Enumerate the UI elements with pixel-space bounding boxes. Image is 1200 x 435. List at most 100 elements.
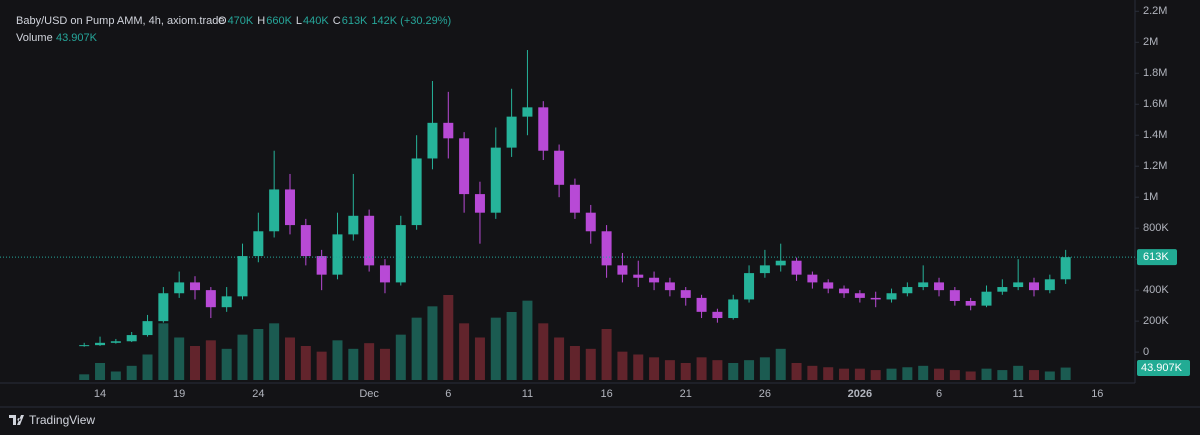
candle-body	[110, 341, 121, 343]
candle-body	[284, 189, 295, 226]
volume-bar	[918, 365, 929, 380]
legend-key: O	[218, 15, 227, 27]
volume-bar	[965, 371, 976, 380]
volume-value: 43.907K	[56, 32, 98, 44]
y-tick-label: 200K	[1143, 315, 1169, 327]
candle-body	[174, 282, 185, 294]
volume-bar	[79, 374, 90, 380]
candle-body	[759, 265, 770, 274]
candle-body	[506, 116, 517, 148]
legend-value: 660K	[266, 15, 292, 27]
candle-body	[522, 107, 533, 117]
candle-body	[158, 293, 169, 322]
legend: Baby/USD on Pump AMM, 4h, axiom.trade Vo…	[16, 15, 451, 44]
candle-body	[221, 296, 232, 308]
volume-bar	[601, 329, 612, 380]
x-tick-label: 24	[252, 388, 264, 400]
volume-bar	[839, 368, 850, 380]
candle-body	[427, 122, 438, 159]
candle-body	[807, 274, 818, 283]
volume-bar	[759, 357, 770, 380]
legend-key: H	[257, 15, 265, 27]
candle-body	[601, 231, 612, 266]
candle-body	[190, 282, 201, 291]
volume-bar	[1060, 367, 1071, 380]
volume-bar	[379, 348, 390, 380]
last-price-label: 613K	[1143, 251, 1169, 263]
volume-title: Volume	[16, 32, 53, 44]
y-tick-label: 1.6M	[1143, 98, 1167, 110]
volume-bar	[585, 348, 596, 380]
volume-bar	[95, 363, 106, 380]
volume-bar	[791, 363, 802, 380]
x-tick-label: Dec	[359, 388, 379, 400]
candle-body	[237, 256, 248, 297]
volume-bar	[696, 357, 707, 380]
x-tick-label: 16	[600, 388, 612, 400]
candle-body	[95, 342, 106, 346]
volume-bar	[807, 365, 818, 380]
plot-area	[0, 50, 1135, 380]
candle-body	[633, 274, 644, 278]
candle-body	[1044, 279, 1055, 291]
volume-bar	[300, 346, 311, 380]
candle-body	[490, 147, 501, 213]
candle-body	[379, 265, 390, 283]
candle-body	[902, 287, 913, 294]
y-tick-label: 1.2M	[1143, 160, 1167, 172]
volume-bar	[854, 368, 865, 380]
x-tick-label: 14	[94, 388, 106, 400]
candle-body	[300, 225, 311, 257]
y-tick-label: 800K	[1143, 222, 1169, 234]
volume-bar	[221, 348, 232, 380]
volume-bar	[538, 323, 549, 380]
volume-bar	[174, 337, 185, 380]
y-tick-label: 1.4M	[1143, 129, 1167, 141]
volume-bar	[364, 343, 375, 380]
candle-body	[364, 215, 375, 266]
volume-bar	[981, 368, 992, 380]
x-tick-label: 26	[759, 388, 771, 400]
volume-bar	[110, 371, 121, 380]
volume-bar	[190, 346, 201, 380]
volume-bar	[316, 351, 327, 380]
candle-body	[554, 150, 565, 185]
brand: TradingView	[9, 413, 95, 427]
candle-body	[395, 225, 406, 283]
volume-bar	[744, 360, 755, 380]
volume-bar	[554, 337, 565, 380]
volume-bar	[1029, 370, 1039, 380]
volume-bar	[1013, 365, 1024, 380]
candle-body	[649, 277, 660, 283]
x-tick-label: 21	[680, 388, 692, 400]
candle-body	[997, 287, 1008, 292]
volume-bar	[158, 323, 169, 380]
candle-body	[348, 215, 359, 235]
candle-body	[854, 293, 865, 298]
candle-body	[823, 282, 834, 289]
volume-bar	[395, 334, 406, 380]
x-tick-label: 16	[1091, 388, 1103, 400]
candle-body	[411, 158, 422, 226]
volume-bar	[443, 295, 454, 380]
legend-key: C	[333, 15, 341, 27]
candle-body	[459, 138, 470, 195]
volume-bar	[506, 312, 517, 380]
candle-body	[965, 300, 976, 306]
y-tick-label: 0	[1143, 346, 1149, 358]
volume-bar	[886, 368, 897, 380]
y-tick-label: 2.2M	[1143, 5, 1167, 17]
x-tick-label: 6	[445, 388, 451, 400]
volume-bar	[490, 317, 501, 380]
candle-body	[934, 282, 945, 291]
y-tick-label: 1M	[1143, 191, 1158, 203]
candle-body	[205, 290, 216, 308]
candle-body	[839, 288, 850, 294]
volume-bar	[728, 363, 739, 380]
candle-body	[712, 311, 723, 319]
y-tick-label: 1.8M	[1143, 67, 1167, 79]
last-price-tag	[1137, 249, 1177, 266]
candle-body	[142, 321, 153, 336]
candle-body	[791, 260, 802, 275]
